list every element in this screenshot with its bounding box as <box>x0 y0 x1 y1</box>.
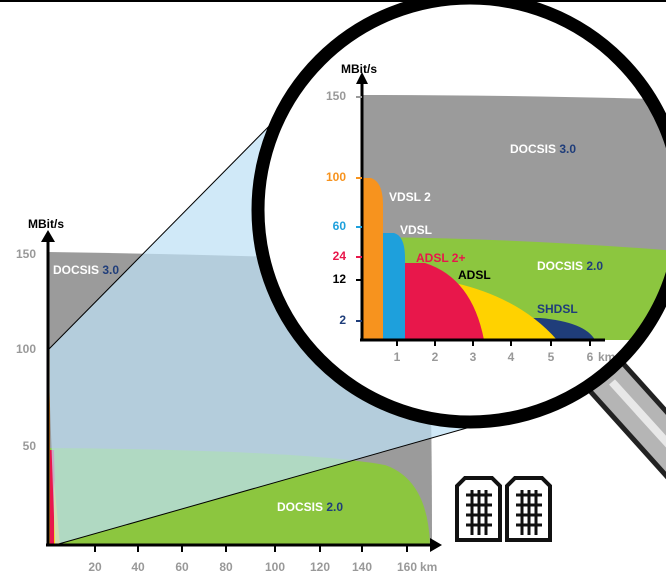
x-tick-label: 20 <box>88 560 102 574</box>
y-tick-label: 2 <box>339 313 346 327</box>
label: DOCSIS 2.0 <box>277 500 343 514</box>
label: SHDSL <box>537 302 578 316</box>
x-tick-label: 40 <box>131 560 145 574</box>
vdsl2-area <box>362 178 383 340</box>
label: DOCSIS 3.0 <box>510 142 576 156</box>
label: VDSL <box>400 223 432 237</box>
y-arrow <box>41 230 55 242</box>
version: 2.0 <box>326 500 343 514</box>
x-tick-label: 140 <box>352 560 372 574</box>
label: VDSL 2 <box>389 190 431 204</box>
name: DOCSIS <box>510 142 556 156</box>
y-axis-label: MBit/s <box>341 62 377 76</box>
x-tick-label: 4 <box>508 350 515 364</box>
label: DOCSIS 2.0 <box>537 259 603 273</box>
x-tick-label: 160 <box>397 560 417 574</box>
zoom-cone <box>48 110 495 545</box>
x-arrow <box>430 538 442 552</box>
x-tick-label: 100 <box>265 560 285 574</box>
building-windows <box>466 490 542 535</box>
y-tick-label: 150 <box>326 89 346 103</box>
handle-shine <box>609 379 666 448</box>
x-tick-label: 60 <box>175 560 189 574</box>
name: DOCSIS <box>53 263 99 277</box>
y-tick-label: 100 <box>326 170 346 184</box>
y-tick-label: 60 <box>333 219 347 233</box>
y-axis-label: MBit/s <box>28 217 64 231</box>
lens-rim <box>251 0 666 429</box>
name: DOCSIS <box>537 259 583 273</box>
x-tick-label: 6 <box>587 350 594 364</box>
label: DOCSIS 3.0 <box>53 263 119 277</box>
version: 3.0 <box>102 263 119 277</box>
label: ADSL <box>458 268 491 282</box>
x-tick-label: 1 <box>394 350 401 364</box>
x-tick-label: 5 <box>548 350 555 364</box>
label: ADSL 2+ <box>416 251 465 265</box>
y-tick-label: 150 <box>16 247 36 261</box>
x-tick-label: 2 <box>432 350 439 364</box>
version: 3.0 <box>559 142 576 156</box>
y-tick-label: 50 <box>23 439 37 453</box>
y-tick-label: 12 <box>333 272 347 286</box>
y-tick-label: 100 <box>16 342 36 356</box>
cone-edge <box>54 419 496 546</box>
x-unit: km <box>420 560 437 574</box>
version: 2.0 <box>586 259 603 273</box>
name: DOCSIS <box>277 500 323 514</box>
x-tick-label: 3 <box>470 350 477 364</box>
y-arrow <box>356 72 368 84</box>
cone-edge <box>47 109 286 351</box>
x-tick-label: 120 <box>310 560 330 574</box>
x-tick-label: 80 <box>219 560 233 574</box>
y-tick-label: 24 <box>333 249 347 263</box>
